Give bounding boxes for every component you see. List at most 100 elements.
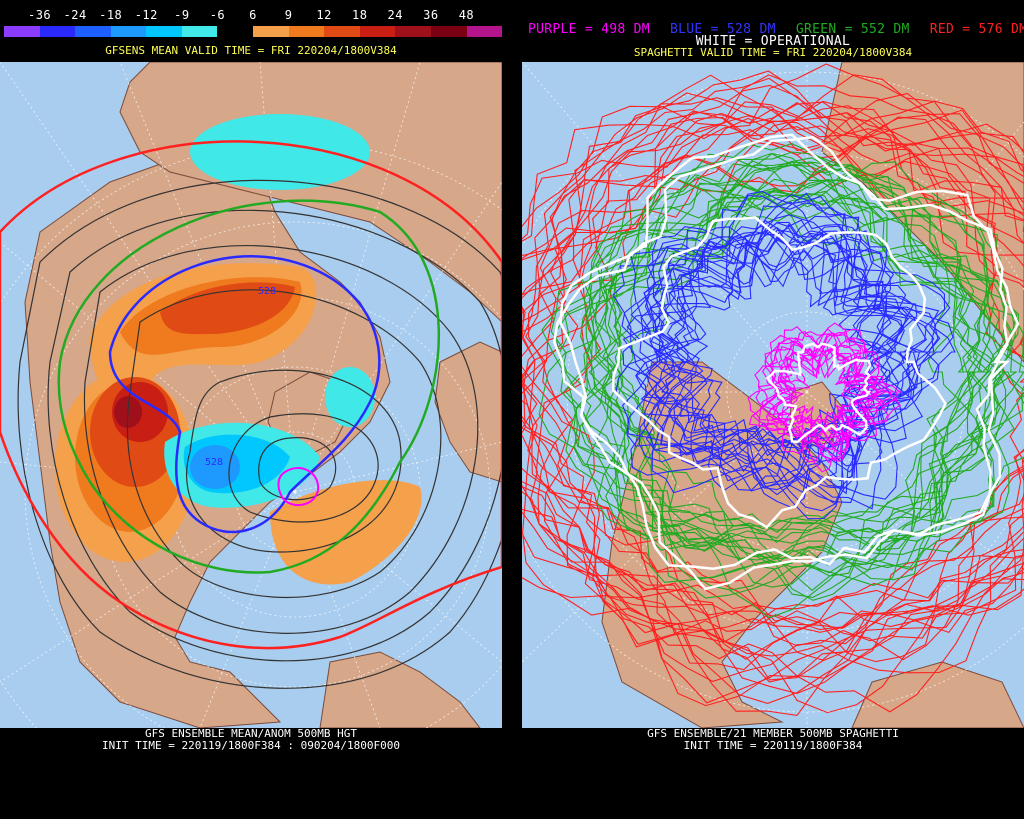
spaghetti-map (522, 62, 1024, 728)
contour-label-528-north: 528 (258, 286, 276, 297)
color-scale-swatches (4, 26, 503, 37)
color-scale-label: 36 (423, 8, 439, 22)
red-member-contour (525, 102, 1024, 661)
purple-member-contour (781, 348, 871, 440)
color-scale-label: 12 (316, 8, 332, 22)
spaghetti-valid-time-header: SPAGHETTI VALID TIME = FRI 220204/1800V3… (633, 46, 913, 59)
blue-member-contour (652, 227, 915, 473)
color-swatch (324, 26, 360, 37)
color-swatch (39, 26, 76, 37)
legend-blue: BLUE = 528 DM (670, 22, 776, 37)
spaghetti-color-legend: PURPLE = 498 DM BLUE = 528 DM GREEN = 55… (522, 22, 1024, 37)
color-scale-label: -12 (134, 8, 158, 22)
negative-anomaly-greenland (325, 367, 375, 427)
color-scale-label: 18 (351, 8, 368, 22)
color-swatch (395, 26, 431, 37)
color-swatch (359, 26, 396, 37)
mean-anomaly-map: 528 528 (0, 62, 502, 728)
blue-528-contour (108, 255, 381, 534)
height-contours (17, 179, 502, 689)
color-scale-label: -9 (174, 8, 190, 22)
red-member-contour (531, 137, 1024, 661)
spaghetti-footer-init-time: INIT TIME = 220119/1800F384 (683, 739, 863, 752)
red-member-contour (528, 112, 1024, 663)
spaghetti-footer-title: GFS ENSEMBLE/21 MEMBER 500MB SPAGHETTI (647, 727, 899, 740)
contour-label-528-south: 528 (205, 457, 223, 468)
color-swatch (181, 26, 218, 37)
white-operational-contours (552, 133, 1020, 591)
red-member-contour (522, 70, 1024, 707)
blue-member-contour (643, 223, 909, 467)
color-swatch (75, 26, 111, 37)
purple-member-contour (776, 348, 870, 440)
spaghetti-map-canvas (522, 62, 1024, 728)
purple-member-contour (776, 343, 878, 443)
green-member-contour (565, 164, 1024, 601)
red-576-contour (0, 140, 502, 650)
red-member-contour (522, 74, 1024, 716)
color-swatch (430, 26, 467, 37)
green-member-contour (585, 157, 1024, 586)
red-member-contour (522, 74, 1024, 714)
purple-member-contour (758, 332, 895, 462)
white-operational-contour (552, 133, 1020, 591)
color-scale-label: 6 (249, 8, 257, 22)
south-america-land (319, 651, 481, 728)
purple-498-member-contours (747, 322, 902, 473)
negative-anomaly-north (190, 114, 370, 190)
color-scale-labels: -36 -24 -18 -12 -9 -6 6 9 12 18 24 36 48 (2, 6, 500, 22)
color-scale-label: -24 (63, 8, 87, 22)
blue-member-contour (645, 219, 928, 495)
color-swatch (4, 26, 40, 37)
red-member-contour (522, 101, 1024, 648)
legend-red: RED = 576 DM (929, 22, 1024, 37)
purple-member-contour (768, 342, 880, 446)
red-member-contour (532, 120, 1024, 628)
color-scale-label: 48 (458, 8, 475, 22)
red-576-member-contours (522, 63, 1024, 716)
purple-member-contour (747, 325, 902, 473)
red-member-contour (522, 74, 1024, 674)
color-swatch (288, 26, 325, 37)
mean-footer-init-time: INIT TIME = 220119/1800F384 : 090204/180… (101, 739, 400, 752)
negative-anomaly-canada-core (190, 445, 240, 489)
red-member-contour (522, 101, 1024, 671)
blue-member-contour (654, 226, 918, 482)
color-swatch (217, 26, 254, 37)
red-member-contour (522, 77, 1024, 704)
color-scale-label: -6 (209, 8, 226, 22)
green-member-contour (550, 151, 1018, 583)
mean-valid-time-header: GFSENS MEAN VALID TIME = FRI 220204/1800… (105, 44, 397, 57)
color-scale-label: 9 (284, 8, 293, 22)
color-scale-label: -18 (99, 8, 123, 22)
green-member-contour (588, 193, 982, 561)
color-swatch (466, 26, 503, 37)
mean-footer-title: GFS ENSEMBLE MEAN/ANOM 500MB HGT (145, 727, 357, 740)
color-swatch (110, 26, 147, 37)
mean-anomaly-map-canvas: 528 528 (0, 62, 502, 728)
legend-green: GREEN = 552 DM (795, 22, 910, 37)
panel-divider (502, 0, 522, 819)
green-552-contour (57, 199, 440, 574)
purple-498-contour (277, 467, 320, 506)
europe-land (434, 341, 502, 483)
blue-member-contour (667, 229, 905, 480)
positive-anomaly-arc-inner (160, 282, 295, 335)
red-member-contour (522, 97, 1024, 704)
ensemble-mean-panel: -36 -24 -18 -12 -9 -6 6 9 12 18 24 36 48 GFSENS MEAN… (0, 0, 503, 819)
red-member-contour (522, 117, 1024, 643)
red-member-contour (522, 105, 1024, 645)
blue-member-contour (638, 201, 941, 504)
green-member-contour (563, 182, 1015, 588)
color-swatch (146, 26, 182, 37)
spaghetti-south-america-land (851, 661, 1024, 728)
green-member-contour (581, 161, 1018, 571)
color-swatch (253, 26, 289, 37)
red-member-contour (522, 63, 1024, 713)
legend-purple: PURPLE = 498 DM (528, 22, 650, 37)
spaghetti-eurasia-land (821, 62, 1024, 363)
height-anomaly-shading (55, 114, 422, 585)
red-member-contour (522, 129, 1024, 660)
red-member-contour (522, 84, 1024, 682)
spaghetti-panel: PURPLE = 498 DM BLUE = 528 DM GREEN = 55… (522, 0, 1024, 819)
